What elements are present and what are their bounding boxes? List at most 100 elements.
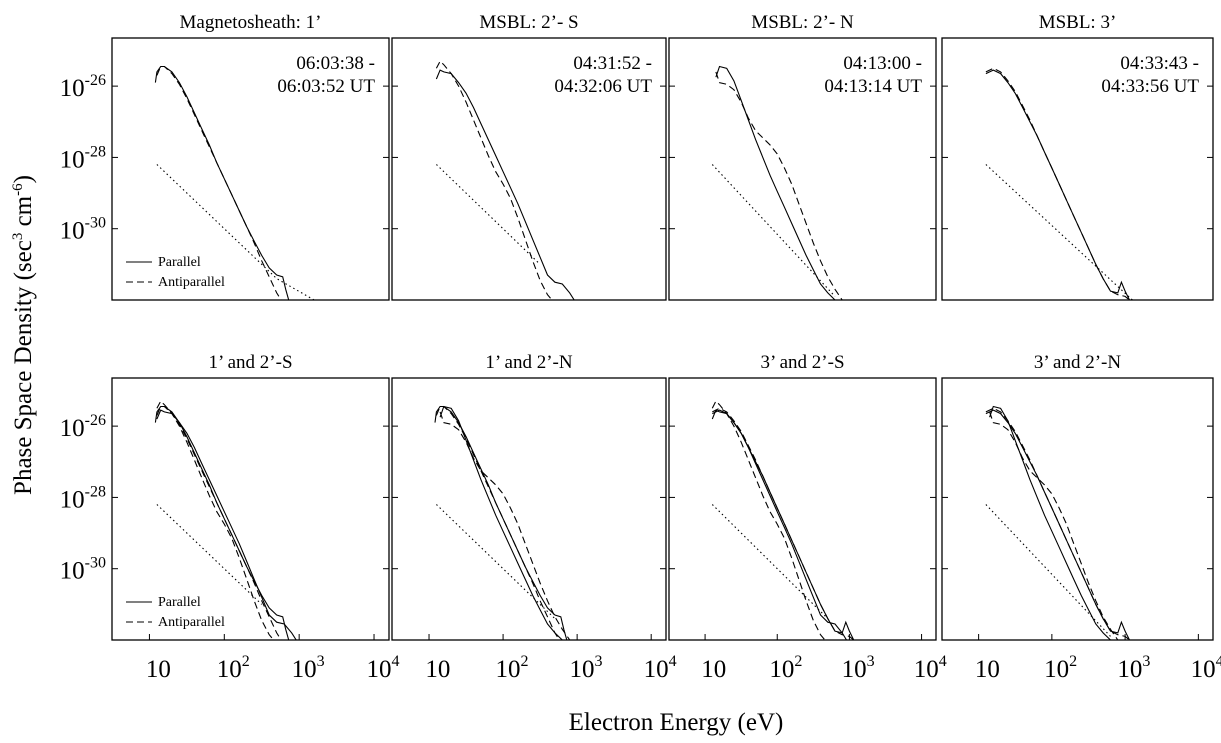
x-tick-label: 104 [644,653,677,683]
y-axis-title: Phase Space Density (sec3 cm-6) [10,175,37,495]
y-tick-label-exp: -26 [85,72,106,89]
x-tick-label: 104 [914,653,947,683]
y-tick-label-base: 10 [60,75,85,102]
panel-frame [111,377,390,641]
legend-parallel-label: Parallel [158,595,201,610]
parallel-curve [439,405,563,640]
x-tick-label-base: 10 [769,656,794,683]
y-tick-label: 10-30 [60,555,106,585]
x-tick-label-exp: 3 [867,653,875,670]
x-tick-label-exp: 2 [242,653,250,670]
x-tick-label-base: 10 [367,656,392,683]
time-range-start: 04:33:43 - [1120,53,1199,74]
x-tick-label-exp: 4 [392,653,400,670]
antiparallel-curve [989,411,1119,640]
reference-line [436,164,541,265]
x-tick-label: 10 [975,656,1000,683]
panel-title: MSBL: 2’- N [751,12,854,33]
reference-line [156,164,315,300]
x-tick-label-base: 10 [1044,656,1069,683]
panel-frame [111,37,390,301]
panels-group: Magnetosheath: 1’10-2610-2810-3006:03:38… [60,12,1221,683]
y-axis-title-main: Phase Space Density (sec [10,240,37,495]
y-axis-title-sup2: -6 [10,183,26,196]
panel-frame [391,37,667,301]
x-tick-label-base: 10 [701,656,726,683]
x-tick-label-base: 10 [975,656,1000,683]
antiparallel-curve [985,67,1130,300]
x-tick-label-base: 10 [425,656,450,683]
x-tick-label-exp: 4 [669,653,677,670]
x-tick-label: 104 [367,653,400,683]
y-axis-title-sup1: 3 [10,233,26,241]
panel-2: MSBL: 2’- S 04:31:52 -04:32:06 UT [391,12,667,301]
antiparallel-curve [156,400,275,640]
x-tick-label: 103 [842,653,875,683]
x-tick-label: 10 [425,656,450,683]
panel-1: Magnetosheath: 1’10-2610-2810-3006:03:38… [60,12,390,301]
parallel-curve [985,69,1130,300]
panel-4: MSBL: 3’04:33:43 -04:33:56 UT [941,12,1214,301]
panel-title: Magnetosheath: 1’ [180,12,322,33]
y-tick-label-exp: -28 [85,483,106,500]
reference-line [156,504,263,605]
y-tick-label-exp: -30 [85,215,106,232]
x-tick-label-exp: 2 [520,653,528,670]
antiparallel-curve [435,60,553,300]
panel-frame [391,377,667,641]
panel-7: 3’ and 2’-S10 102 103 104 [668,352,947,683]
reference-line [436,504,556,619]
parallel-curve [985,409,1130,640]
x-tick-label: 103 [292,653,325,683]
parallel-curve [156,409,297,640]
y-axis-title-mid: cm [10,195,37,232]
antiparallel-curve [712,407,855,640]
x-tick-label-exp: 4 [1216,653,1221,670]
panel-title: 1’ and 2’-S [208,352,292,373]
y-tick-label-exp: -26 [85,412,106,429]
x-tick-label: 103 [570,653,603,683]
time-range-end: 04:33:56 UT [1101,76,1199,97]
panel-title: MSBL: 2’- S [479,12,578,33]
y-tick-label: 10-26 [60,412,106,442]
x-tick-label: 104 [1191,653,1221,683]
reference-line [711,164,836,297]
x-tick-label-base: 10 [570,656,595,683]
x-tick-label-base: 10 [217,656,242,683]
x-tick-label: 102 [217,653,250,683]
reference-line [711,504,829,619]
panel-8: 3’ and 2’-N10 102 103 104 [941,352,1221,683]
parallel-curve [435,69,575,300]
panel-6: 1’ and 2’-N10 102 103 104 [391,352,677,683]
antiparallel-curve [439,411,571,640]
y-tick-label: 10-28 [60,143,106,173]
x-tick-label: 103 [1117,653,1150,683]
x-tick-label-exp: 3 [595,653,603,670]
parallel-curve [715,65,836,300]
x-tick-label: 10 [146,656,171,683]
panel-frame [668,37,937,301]
antiparallel-curve [156,65,282,300]
x-tick-label-base: 10 [292,656,317,683]
x-tick-label: 102 [1044,653,1077,683]
panel-title: 3’ and 2’-N [1034,352,1122,373]
panel-title: 3’ and 2’-S [760,352,844,373]
antiparallel-curve [435,405,560,640]
x-tick-label-base: 10 [914,656,939,683]
x-tick-label-exp: 3 [317,653,325,670]
x-tick-label-exp: 2 [1069,653,1077,670]
x-tick-label: 102 [769,653,802,683]
x-tick-label-exp: 2 [794,653,802,670]
x-tick-label-base: 10 [644,656,669,683]
reference-line [985,164,1133,300]
y-tick-label: 10-28 [60,483,106,513]
antiparallel-curve [711,400,826,640]
x-tick-label-base: 10 [842,656,867,683]
panel-frame [668,377,937,641]
reference-line [985,504,1111,637]
y-tick-label-base: 10 [60,486,85,513]
time-range-start: 06:03:38 - [296,53,375,74]
x-tick-label-exp: 4 [939,653,947,670]
antiparallel-curve [715,71,843,300]
